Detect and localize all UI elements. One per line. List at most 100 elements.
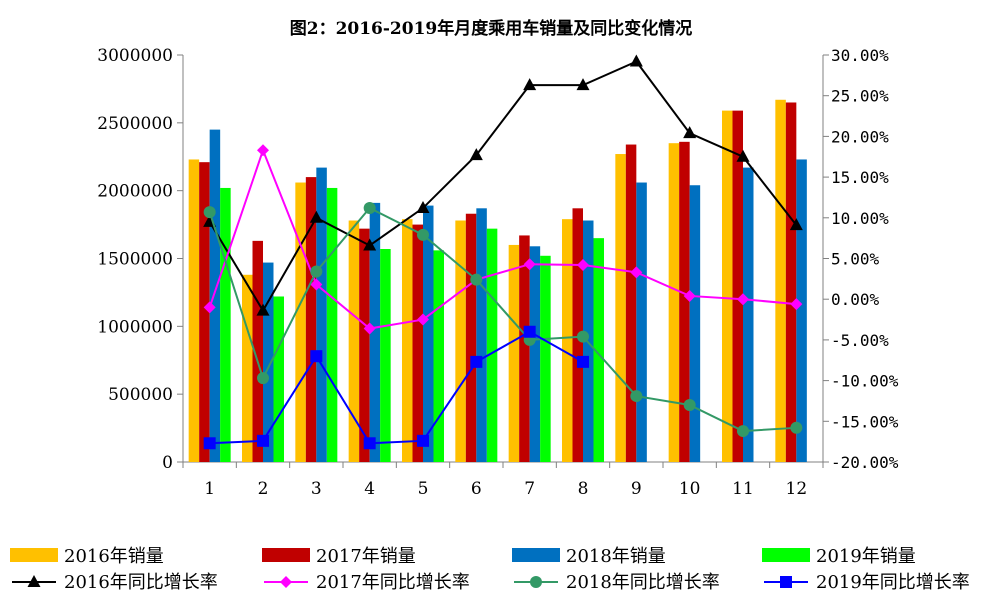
x-tick-label: 2 (258, 479, 269, 499)
bar-2019年销量-5 (433, 250, 444, 462)
bar-2017年销量-7 (519, 235, 530, 462)
y-right-tick-label: 25.00% (831, 87, 889, 106)
y-right-tick-label: 30.00% (831, 46, 889, 65)
bar-2018年销量-7 (529, 246, 541, 462)
bar-2017年销量-1 (199, 162, 210, 462)
legend-label: 2018年销量 (566, 546, 666, 567)
point-2018年同比增长率-11 (737, 425, 749, 438)
point-2019年同比增长率-7 (523, 325, 536, 338)
point-2016年同比增长率-10 (683, 126, 697, 139)
point-2019年同比增长率-5 (417, 434, 429, 447)
legend-swatch (762, 548, 810, 562)
legend-item: 2016年同比增长率 (10, 569, 218, 593)
y-right-tick-label: -5.00% (831, 331, 889, 350)
x-tick-label: 6 (471, 479, 482, 499)
point-2017年同比增长率-3 (310, 278, 323, 291)
point-2019年同比增长率-2 (257, 434, 269, 447)
bar-2018年销量-12 (796, 159, 807, 463)
y-left-tick-label: 3000000 (97, 46, 173, 66)
point-2018年同比增长率-2 (257, 372, 269, 385)
bar-2017年销量-10 (679, 141, 690, 462)
y-right-tick-label: 5.00% (831, 250, 880, 269)
y-right-tick-label: 20.00% (831, 127, 889, 146)
bar-2017年销量-9 (625, 144, 637, 463)
x-tick-label: 8 (578, 479, 589, 499)
bar-2019年销量-2 (273, 296, 284, 462)
y-left-tick-label: 0 (162, 453, 173, 473)
legend-item: 2017年同比增长率 (262, 569, 470, 593)
point-2016年同比增长率-12 (789, 218, 803, 231)
point-2016年同比增长率-3 (309, 210, 323, 223)
x-tick-label: 3 (311, 479, 322, 499)
bar-2017年销量-11 (732, 110, 743, 462)
bar-2019年销量-4 (380, 249, 391, 462)
y-left-tick-label: 500000 (108, 385, 173, 405)
bar-2017年销量-3 (305, 177, 317, 462)
bar-2018年销量-4 (369, 202, 381, 463)
line-2016年同比增长率 (208, 60, 798, 313)
bar-2016年销量-6 (455, 220, 466, 462)
legend-swatch (262, 548, 310, 562)
bar-2017年销量-12 (785, 102, 797, 462)
bar-2016年销量-5 (402, 219, 413, 462)
bar-2018年销量-6 (476, 208, 487, 462)
legend-item: 2018年同比增长率 (512, 569, 720, 593)
y-right-tick-label: 15.00% (831, 168, 889, 187)
bar-2017年销量-2 (252, 240, 263, 462)
bar-2016年销量-3 (295, 182, 306, 462)
bar-2018年销量-10 (689, 185, 701, 463)
y-left-tick-label: 1000000 (97, 317, 173, 337)
legend-label: 2016年销量 (64, 546, 164, 567)
bar-2017年销量-4 (359, 228, 370, 462)
bar-2016年销量-2 (242, 274, 253, 462)
bar-2019年销量-1 (220, 187, 231, 462)
legend-label: 2018年同比增长率 (566, 572, 720, 593)
y-right-tick-label: -15.00% (831, 412, 899, 431)
x-tick-label: 9 (631, 479, 642, 499)
legend-swatch (512, 548, 560, 562)
legend-line-marker (12, 575, 56, 587)
point-2018年同比增长率-3 (310, 265, 323, 278)
bar-2018年销量-2 (263, 262, 274, 462)
point-2017年同比增长率-9 (630, 266, 643, 279)
x-tick-label: 12 (786, 479, 808, 499)
x-tick-label: 1 (204, 479, 215, 499)
point-2019年同比增长率-4 (363, 437, 376, 450)
legend-label: 2017年销量 (316, 546, 416, 567)
legend-item: 2018年销量 (512, 543, 666, 567)
line-2018年同比增长率 (208, 206, 797, 433)
bar-2016年销量-1 (188, 159, 200, 463)
point-2017年同比增长率-11 (737, 293, 749, 306)
legend-item: 2019年同比增长率 (762, 569, 970, 593)
bar-2018年销量-9 (636, 182, 647, 462)
point-2019年同比增长率-8 (577, 355, 589, 368)
y-right-tick-label: -10.00% (831, 372, 899, 391)
legend-label: 2019年同比增长率 (816, 572, 970, 593)
point-2018年同比增长率-5 (417, 228, 429, 241)
point-2017年同比增长率-5 (417, 313, 429, 326)
bar-2018年销量-5 (423, 205, 434, 462)
point-2016年同比增长率-7 (523, 78, 537, 91)
point-2019年同比增长率-3 (310, 350, 323, 363)
point-2017年同比增长率-7 (523, 258, 536, 271)
legend-swatch (10, 548, 58, 562)
point-2017年同比增长率-2 (257, 144, 269, 157)
point-2016年同比增长率-11 (736, 149, 750, 162)
legend-label: 2017年同比增长率 (316, 572, 470, 593)
bar-2018年销量-11 (743, 167, 754, 462)
x-tick-label: 4 (364, 479, 375, 499)
bar-2016年销量-4 (348, 220, 360, 462)
point-2017年同比增长率-10 (683, 289, 696, 302)
bar-2016年销量-12 (775, 99, 786, 463)
chart-title: 图2：2016-2019年月度乘用车销量及同比变化情况 (289, 19, 693, 39)
line-2019年同比增长率 (209, 330, 584, 445)
y-right-tick-label: 10.00% (831, 209, 889, 228)
point-2018年同比增长率-12 (790, 421, 803, 434)
point-2016年同比增长率-5 (416, 201, 430, 214)
point-2018年同比增长率-1 (203, 206, 216, 219)
bar-2016年销量-11 (722, 110, 733, 462)
point-2019年同比增长率-1 (203, 437, 216, 450)
bar-2016年销量-8 (562, 219, 573, 462)
point-2018年同比增长率-4 (363, 202, 376, 215)
legend-label: 2016年同比增长率 (64, 572, 218, 593)
